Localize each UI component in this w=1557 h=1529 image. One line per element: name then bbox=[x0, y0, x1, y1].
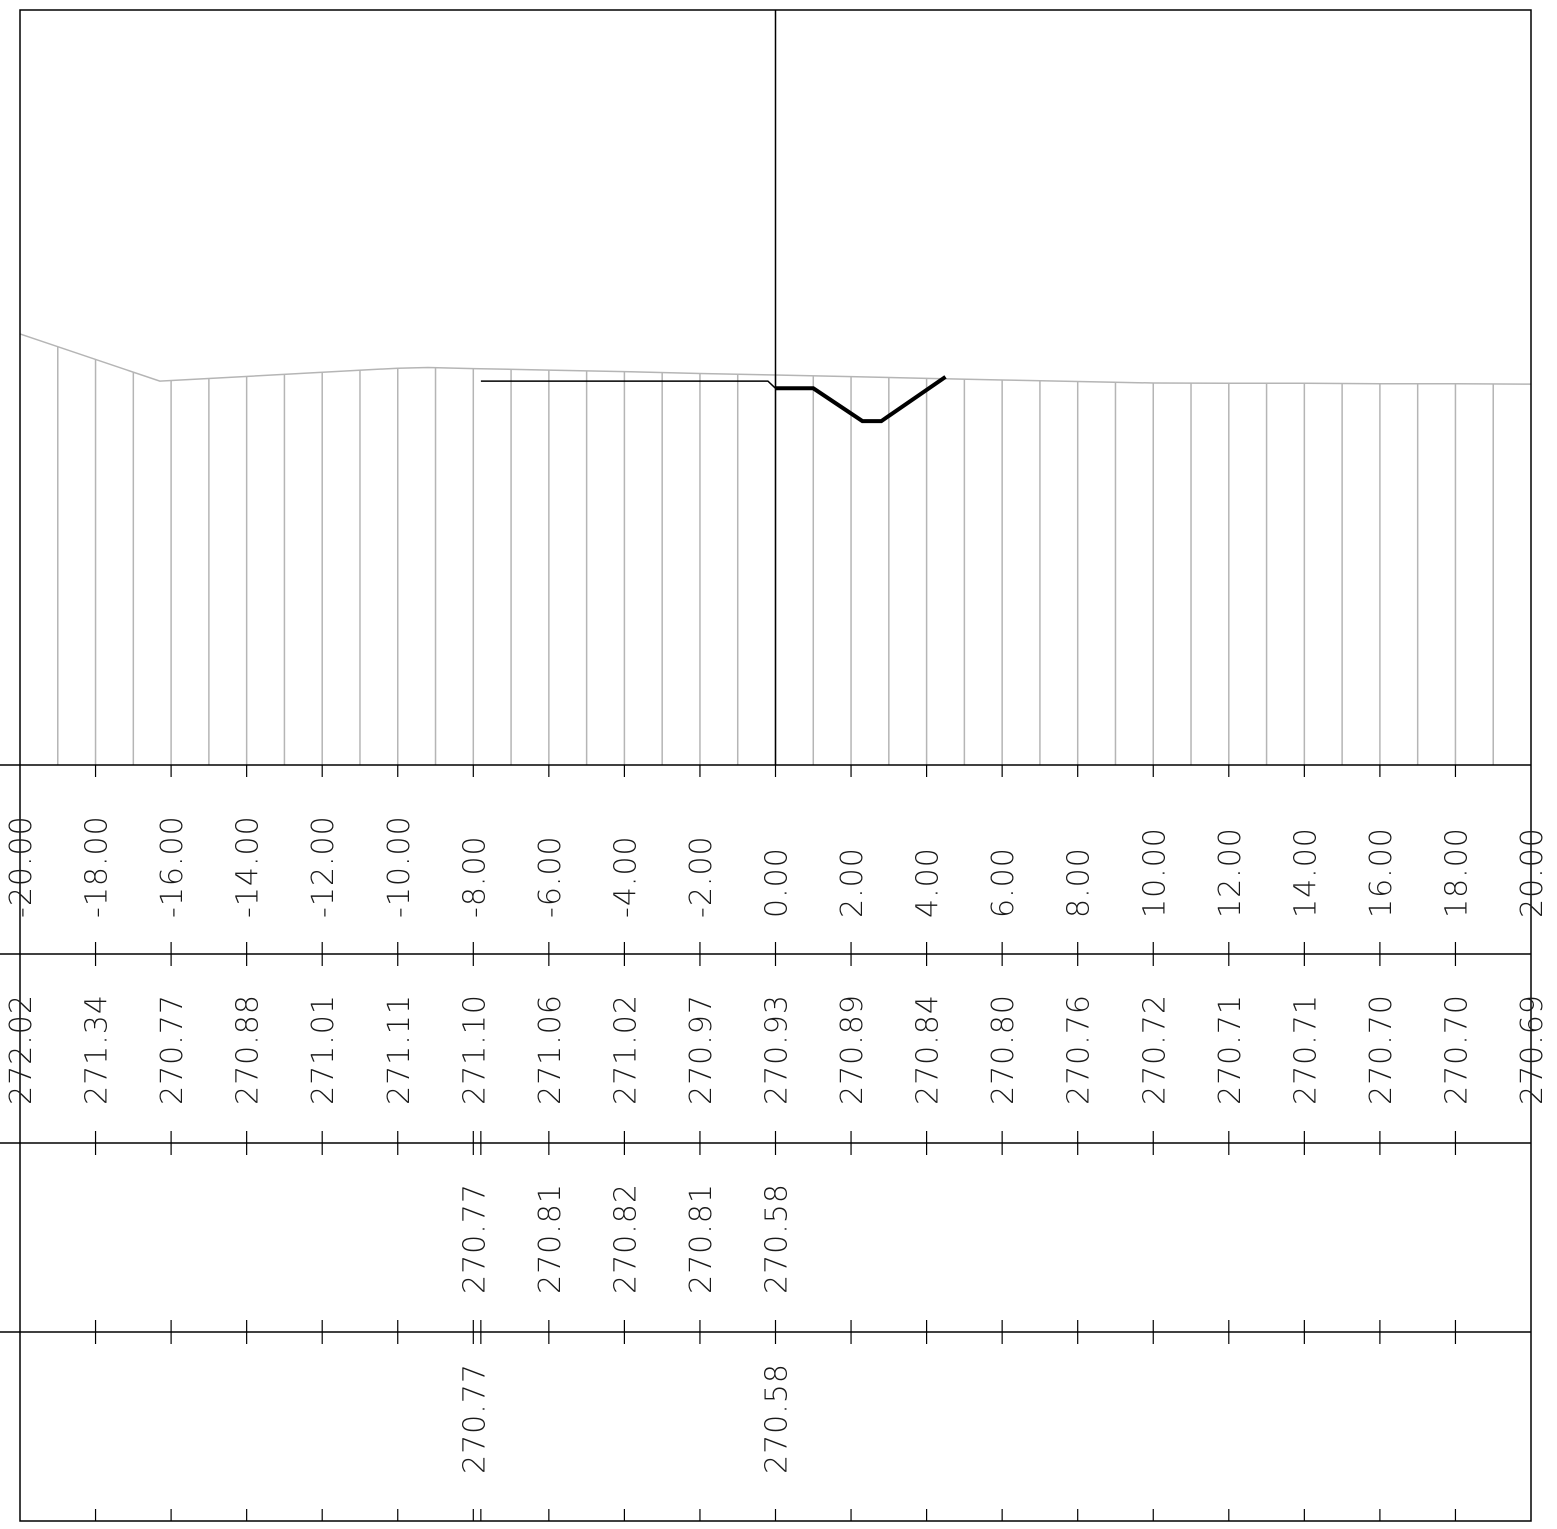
ground-elevation-label: 270.70 bbox=[1364, 994, 1399, 1105]
ground-elevation-label: 270.76 bbox=[1062, 994, 1097, 1105]
offset-label: -6.00 bbox=[533, 835, 568, 918]
offset-label: -18.00 bbox=[80, 815, 115, 918]
ground-elevation-label: 270.71 bbox=[1213, 994, 1248, 1105]
offset-label: 20.00 bbox=[1515, 827, 1550, 918]
offset-label: 16.00 bbox=[1364, 827, 1399, 918]
ground-elevation-label: 271.10 bbox=[457, 994, 492, 1105]
offset-label: 2.00 bbox=[835, 847, 870, 918]
ground-elevation-label: 270.89 bbox=[835, 994, 870, 1105]
ground-elevation-label: 270.77 bbox=[155, 994, 190, 1105]
ground-elevation-label: 271.01 bbox=[306, 994, 341, 1105]
offset-label: 10.00 bbox=[1137, 827, 1172, 918]
ground-profile-line bbox=[19, 333, 1532, 385]
ground-elevation-label: 270.93 bbox=[760, 994, 795, 1105]
design-elevation-label: 270.81 bbox=[533, 1183, 568, 1294]
key-elevation-label: 270.58 bbox=[760, 1363, 795, 1474]
ground-elevation-label: 270.97 bbox=[684, 994, 719, 1105]
offset-label: 8.00 bbox=[1062, 847, 1097, 918]
offset-label: -12.00 bbox=[306, 815, 341, 918]
offset-label: 6.00 bbox=[986, 847, 1021, 918]
design-profile-line bbox=[480, 380, 777, 389]
ground-elevation-label: 270.70 bbox=[1440, 994, 1475, 1105]
offset-label: -10.00 bbox=[382, 815, 417, 918]
offset-labels: -20.00 -18.00 -16.00 -14.00 -12.00 -10.00 -8.0… bbox=[4, 815, 1550, 918]
design-elevation-label: 270.81 bbox=[684, 1183, 719, 1294]
ditch-profile-line bbox=[775, 375, 947, 424]
offset-label: 14.00 bbox=[1288, 827, 1323, 918]
ground-elevation-label: 270.71 bbox=[1288, 994, 1323, 1105]
offset-label: 12.00 bbox=[1213, 827, 1248, 918]
ground-elevation-label: 272.02 bbox=[4, 994, 39, 1105]
offset-label: -16.00 bbox=[155, 815, 190, 918]
design-elevation-label: 270.82 bbox=[608, 1183, 643, 1294]
grid-lines bbox=[57, 346, 1494, 765]
key-elevation-label: 270.77 bbox=[457, 1363, 492, 1474]
ground-elevation-label: 271.34 bbox=[80, 994, 115, 1105]
ground-elevation-label: 271.02 bbox=[608, 994, 643, 1105]
offset-label: 18.00 bbox=[1440, 827, 1475, 918]
offset-label: -8.00 bbox=[457, 835, 492, 918]
ground-elevation-label: 270.72 bbox=[1137, 994, 1172, 1105]
ground-elevation-label: 270.80 bbox=[986, 994, 1021, 1105]
ground-elevation-label: 270.84 bbox=[911, 994, 946, 1105]
offset-label: -20.00 bbox=[4, 815, 39, 918]
ground-elevation-label: 271.06 bbox=[533, 994, 568, 1105]
offset-label: 0.00 bbox=[760, 847, 795, 918]
offset-label: -14.00 bbox=[231, 815, 266, 918]
ground-elevation-labels: 272.02 271.34 270.77 270.88 271.01 271.11 271.… bbox=[4, 994, 1550, 1105]
offset-label: 4.00 bbox=[911, 847, 946, 918]
offset-label: -4.00 bbox=[608, 835, 643, 918]
ground-elevation-label: 270.69 bbox=[1515, 994, 1550, 1105]
design-elevation-label: 270.58 bbox=[760, 1183, 795, 1294]
design-elevation-labels: 270.77 270.81 270.82 270.81 270.58 bbox=[457, 1183, 794, 1294]
ground-elevation-label: 270.88 bbox=[231, 994, 266, 1105]
tick-marks bbox=[94, 765, 1457, 1521]
key-elevation-labels: 270.77 270.58 bbox=[457, 1363, 794, 1474]
ground-elevation-label: 271.11 bbox=[382, 994, 417, 1105]
offset-label: -2.00 bbox=[684, 835, 719, 918]
design-elevation-label: 270.77 bbox=[457, 1183, 492, 1294]
